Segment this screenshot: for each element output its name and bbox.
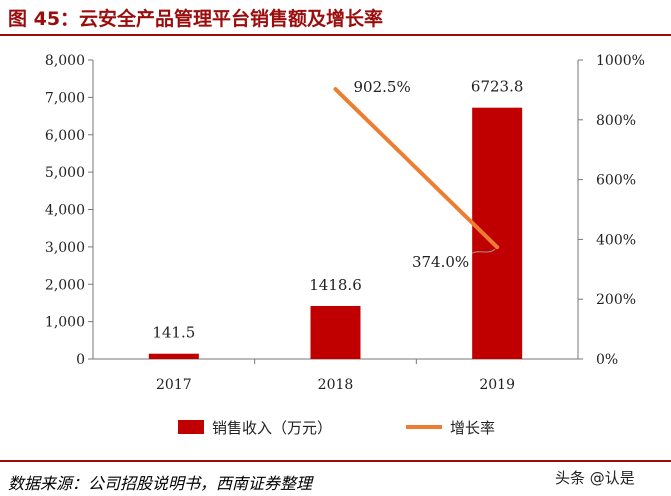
y2-tick-label: 0% xyxy=(596,352,618,368)
source-rule xyxy=(0,460,671,462)
y-tick-label: 6,000 xyxy=(45,128,85,144)
axes: 0 1,000 2,000 3,000 4,000 5,000 6,000 7,000 8,00… xyxy=(45,53,645,393)
x-tick-label: 2017 xyxy=(156,377,192,393)
y-tick-label: 3,000 xyxy=(45,240,85,256)
bar xyxy=(148,353,199,359)
y2-tick-label: 200% xyxy=(596,292,636,308)
title-rule xyxy=(0,34,671,36)
y2-tick-label: 400% xyxy=(596,232,636,248)
legend-bar-label: 销售收入（万元） xyxy=(212,419,332,437)
y-tick-label: 1,000 xyxy=(45,315,85,331)
chart-title: 图 45：云安全产品管理平台销售额及增长率 xyxy=(8,8,384,30)
line-series xyxy=(333,87,500,250)
y-tick-label: 8,000 xyxy=(45,53,85,69)
x-tick-label: 2018 xyxy=(318,377,354,393)
legend-bar-swatch xyxy=(178,420,204,434)
watermark: 头条 @认是 xyxy=(555,469,635,487)
line-data-label: 902.5% xyxy=(354,78,411,96)
bar-data-label: 6723.8 xyxy=(471,78,524,96)
bar xyxy=(472,107,523,360)
bar-data-label: 1418.6 xyxy=(309,276,362,294)
y2-tick-label: 1000% xyxy=(596,53,645,69)
y-tick-label: 7,000 xyxy=(45,90,85,106)
x-tick-label: 2019 xyxy=(479,377,515,393)
bar-series xyxy=(148,107,523,360)
y-tick-label: 0 xyxy=(76,352,85,368)
bar xyxy=(310,305,361,359)
y-tick-label: 5,000 xyxy=(45,165,85,181)
legend: 销售收入（万元） 增长率 xyxy=(178,419,495,437)
y2-tick-label: 800% xyxy=(596,113,636,129)
data-labels: 141.5 1418.6 6723.8 902.5% 374.0% xyxy=(152,78,523,342)
y-tick-label: 2,000 xyxy=(45,277,85,293)
growth-line xyxy=(333,87,500,250)
y-tick-label: 4,000 xyxy=(45,203,85,219)
y2-tick-label: 600% xyxy=(596,173,636,189)
bar-data-label: 141.5 xyxy=(152,324,195,342)
line-label-leader xyxy=(471,248,496,254)
line-data-label: 374.0% xyxy=(412,253,469,271)
legend-line-label: 增长率 xyxy=(450,419,495,437)
source-note: 数据来源：公司招股说明书，西南证券整理 xyxy=(8,474,313,493)
